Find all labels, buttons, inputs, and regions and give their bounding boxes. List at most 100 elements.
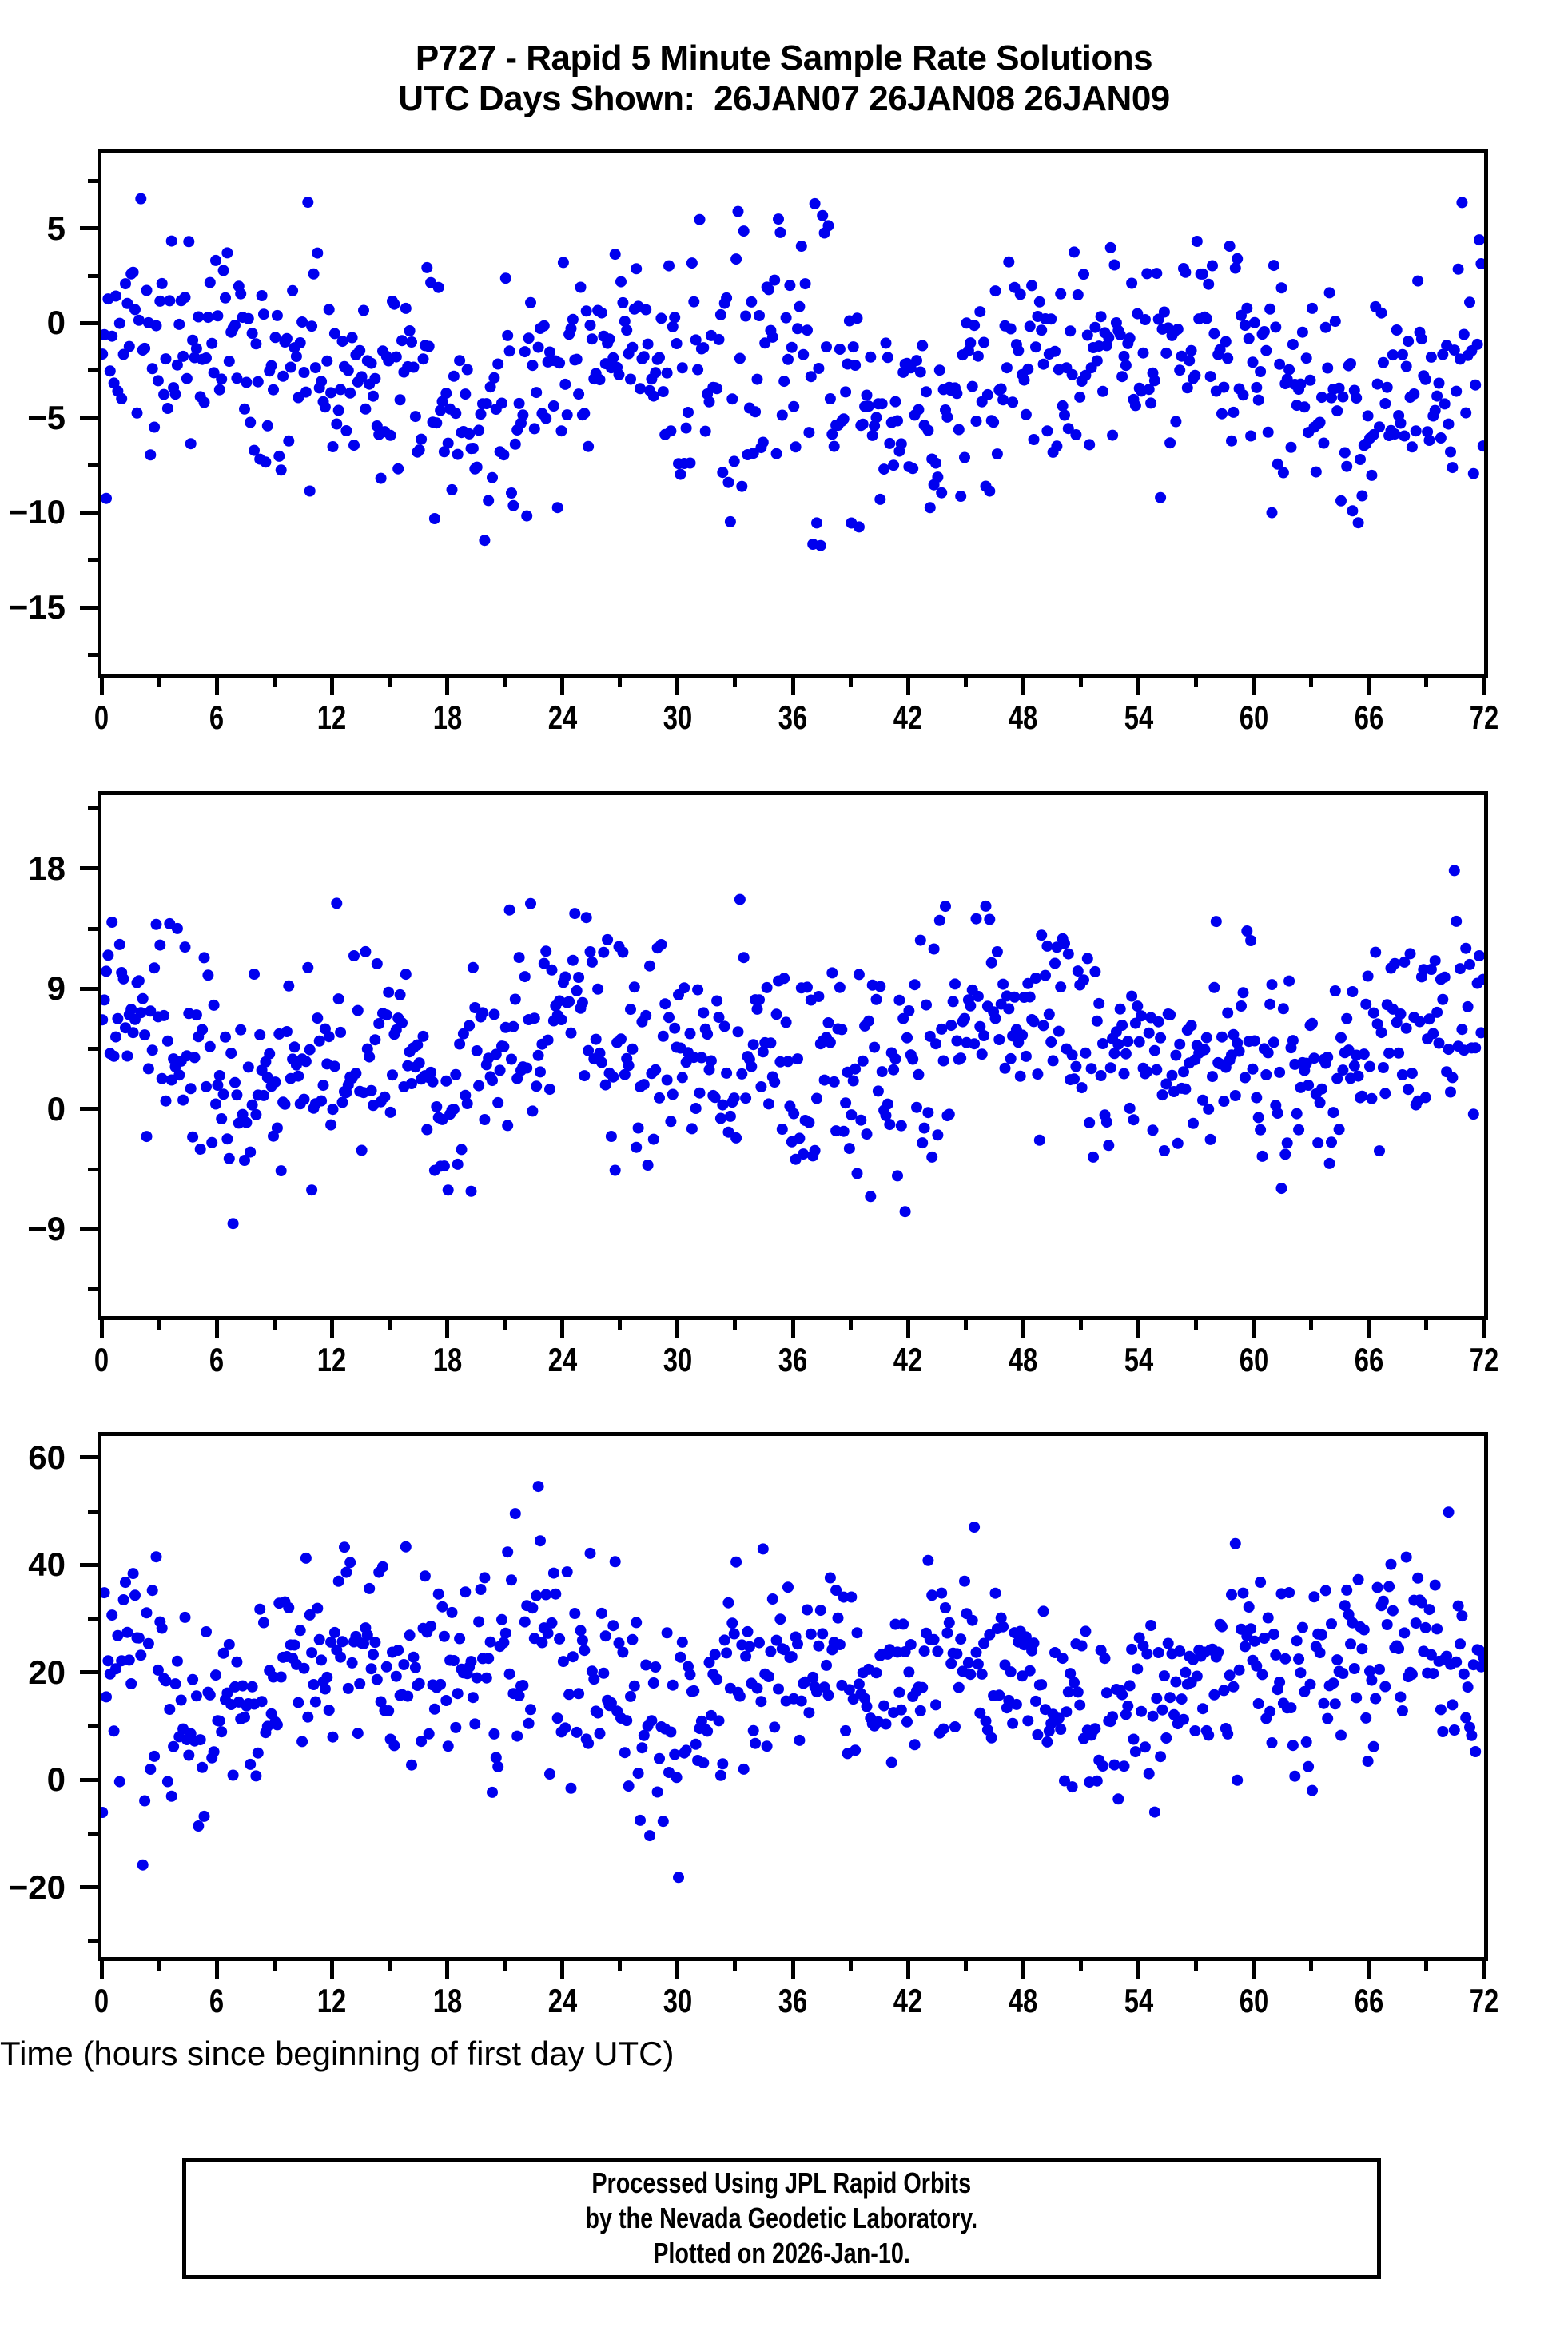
plot-title-line2: UTC Days Shown: 26JAN07 26JAN08 26JAN09 [398,78,1170,118]
y-tick-minor [88,806,98,811]
x-tick [1021,1320,1025,1338]
x-tick-label: 48 [1009,698,1038,736]
east-plot-frame[interactable] [98,149,1488,678]
x-tick [1367,1961,1371,1979]
y-tick-label: 0 [46,1760,66,1799]
x-tick [733,1961,738,1971]
y-tick-minor [88,1047,98,1052]
x-tick [848,678,853,687]
x-tick [1078,1320,1083,1330]
north-plot-frame[interactable] [98,791,1488,1320]
x-tick [1424,678,1429,687]
y-tick-minor [88,1617,98,1621]
north-scatter-points [101,865,1484,1230]
x-tick [272,1961,277,1971]
y-tick-minor [88,558,98,563]
x-tick [272,1320,277,1330]
x-tick-label: 48 [1009,1341,1038,1378]
x-tick [387,1961,392,1971]
x-tick [848,1961,853,1971]
x-tick-label: 18 [432,1341,462,1378]
up-plot-frame[interactable] [98,1432,1488,1961]
x-tick [1309,1320,1314,1330]
x-tick-label: 66 [1354,698,1384,736]
x-tick [733,678,738,687]
x-tick-label: 24 [547,1341,577,1378]
y-tick-major [80,605,98,610]
x-tick [387,678,392,687]
footer-credit-box: Processed Using JPL Rapid Orbits by the … [182,2158,1381,2279]
y-tick-major [80,1885,98,1890]
y-tick-label: 40 [28,1545,66,1584]
footer-line2: by the Nevada Geodetic Laboratory. [585,2202,978,2235]
x-tick [1136,678,1140,695]
y-tick-major [80,1670,98,1675]
x-tick-label: 18 [432,1982,462,2019]
x-tick-label: 6 [209,1341,225,1378]
x-tick [675,1320,680,1338]
x-tick-label: 60 [1239,1982,1268,2019]
y-tick-major [80,510,98,515]
plot-title-line1: P727 - Rapid 5 Minute Sample Rate Soluti… [415,38,1153,78]
x-tick [329,678,334,695]
y-tick-major [80,416,98,420]
x-tick [790,1320,795,1338]
x-tick [99,1961,104,1979]
y-tick-major [80,1455,98,1460]
x-tick-label: 30 [663,698,693,736]
y-tick-major [80,226,98,231]
y-tick-minor [88,179,98,184]
x-tick-label: 24 [547,1982,577,2019]
x-tick-label: 30 [663,1341,693,1378]
east-scatter-points [101,193,1484,551]
x-tick-label: 0 [94,1982,109,2019]
y-tick-major [80,1107,98,1112]
y-tick-minor [88,1167,98,1171]
x-tick-label: 42 [893,1982,923,2019]
x-tick-label: 60 [1239,698,1268,736]
x-tick [503,1961,507,1971]
y-tick-major [80,866,98,871]
x-tick [1136,1320,1140,1338]
x-tick [503,678,507,687]
x-tick-label: 12 [317,698,347,736]
x-tick-label: 0 [94,698,109,736]
x-tick [1309,678,1314,687]
x-tick [733,1320,738,1330]
y-tick-label: 20 [28,1653,66,1691]
x-tick-label: 36 [778,1341,808,1378]
x-tick [790,1961,795,1979]
x-tick-label: 54 [1124,698,1153,736]
x-tick [214,1320,219,1338]
x-tick-label: 0 [94,1341,109,1378]
y-tick-major [80,1227,98,1231]
x-tick [1078,678,1083,687]
x-tick [445,678,449,695]
x-tick [445,1961,449,1979]
y-tick-label: −15 [8,588,66,627]
x-tick [963,1320,968,1330]
y-tick-label: 9 [46,969,66,1008]
x-tick-label: 6 [209,698,225,736]
x-tick [272,678,277,687]
x-tick [329,1961,334,1979]
x-tick-label: 6 [209,1982,225,2019]
x-tick-label: 42 [893,698,923,736]
plot-title: P727 - Rapid 5 Minute Sample Rate Soluti… [0,38,1568,119]
y-tick-minor [88,1939,98,1943]
x-tick [618,678,623,687]
x-tick [503,1320,507,1330]
x-tick-label: 66 [1354,1341,1384,1378]
y-tick-label: −10 [8,493,66,531]
x-tick-label: 24 [547,698,577,736]
x-tick [560,678,565,695]
footer-line1: Processed Using JPL Rapid Orbits [591,2166,972,2200]
y-tick-minor [88,1287,98,1292]
y-tick-minor [88,1724,98,1728]
y-tick-minor [88,368,98,373]
x-tick [618,1320,623,1330]
x-tick-label: 54 [1124,1982,1153,2019]
x-tick [1367,1320,1371,1338]
y-tick-label: 5 [46,209,66,247]
x-tick-label: 60 [1239,1341,1268,1378]
